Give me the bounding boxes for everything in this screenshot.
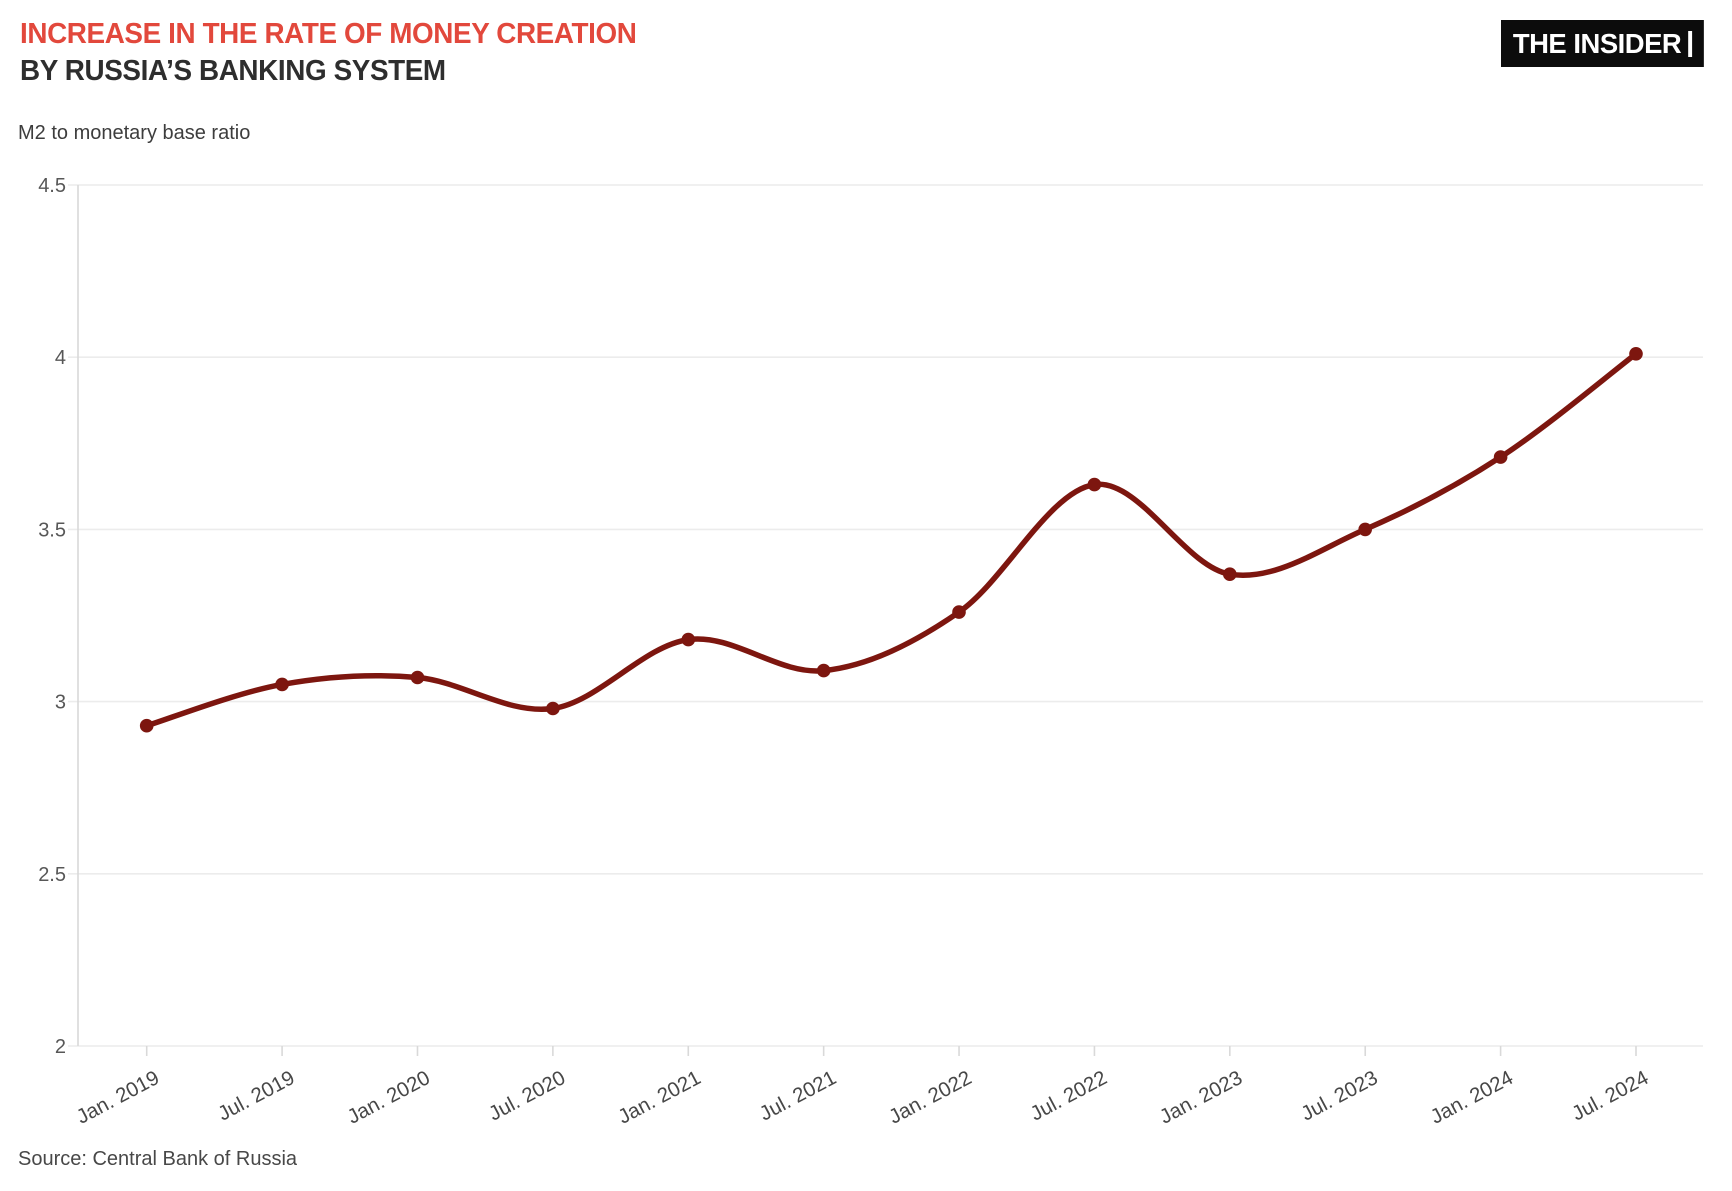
y-axis-tick-label: 2.5: [38, 864, 66, 886]
the-insider-logo: THE INSIDER: [1501, 20, 1704, 67]
x-axis-tick-label: Jul. 2023: [1297, 1066, 1381, 1125]
x-axis-tick-label: Jan. 2020: [344, 1066, 434, 1129]
y-axis-unit-label: M2 to monetary base ratio: [18, 122, 251, 144]
data-line: [143, 351, 1639, 729]
data-point: [1493, 450, 1508, 464]
data-point: [275, 677, 289, 692]
x-axis-tick-label: Jul. 2020: [485, 1066, 569, 1125]
data-point: [546, 701, 560, 716]
logo-text: THE INSIDER: [1512, 27, 1682, 59]
y-axis-tick-label: 2: [55, 1036, 66, 1058]
x-axis-tick-label: Jul. 2024: [1568, 1066, 1652, 1125]
data-point: [1223, 567, 1237, 581]
x-axis-tick-label: Jan. 2024: [1427, 1066, 1517, 1129]
y-axis-tick-label: 4: [55, 347, 66, 369]
y-axis-tick-label: 3: [55, 692, 66, 714]
data-point: [816, 663, 831, 678]
data-point: [139, 718, 154, 733]
data-point: [1358, 522, 1372, 537]
x-axis-tick-label: Jan. 2023: [1156, 1066, 1246, 1129]
page-title: INCREASE IN THE RATE OF MONEY CREATION: [20, 18, 637, 50]
y-axis-tick-label: 4.5: [38, 175, 66, 197]
chart-header: INCREASE IN THE RATE OF MONEY CREATION B…: [20, 16, 662, 90]
source-note: Source: Central Bank of Russia: [18, 1148, 298, 1170]
data-point: [952, 605, 966, 619]
x-axis-tick-label: Jan. 2019: [73, 1066, 163, 1129]
data-point: [410, 670, 425, 685]
x-axis-tick-label: Jan. 2022: [885, 1066, 975, 1129]
x-axis-tick-label: Jul. 2019: [214, 1066, 298, 1125]
y-axis-tick-label: 3.5: [38, 519, 66, 541]
x-axis-tick-label: Jul. 2021: [756, 1066, 840, 1125]
data-point: [681, 632, 696, 647]
page-subtitle-line: BY RUSSIA’S BANKING SYSTEM: [20, 55, 446, 87]
logo-cursor-icon: [1688, 30, 1693, 57]
x-axis-tick-label: Jan. 2021: [614, 1066, 704, 1129]
data-point: [1629, 347, 1643, 361]
x-axis-tick-label: Jul. 2022: [1027, 1066, 1111, 1125]
data-point: [1087, 477, 1102, 492]
